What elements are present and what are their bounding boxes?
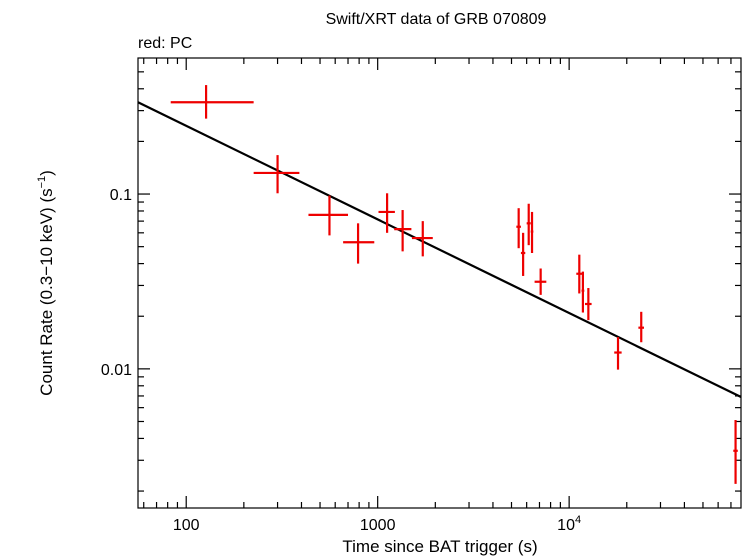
data-point (584, 288, 592, 321)
y-axis-label: Count Rate (0.3−10 keV) (s−1) (36, 170, 56, 396)
data-point (411, 221, 433, 257)
chart-subtitle: red: PC (138, 35, 192, 52)
model-line (138, 101, 741, 399)
data-point (394, 210, 412, 252)
data-point (526, 203, 531, 246)
data-point (343, 223, 375, 264)
y-tick-label: 0.1 (110, 187, 132, 204)
y-axis-label-main: Count Rate (0.3−10 keV) (s (37, 188, 56, 395)
data-point (638, 311, 644, 343)
data-point (170, 85, 254, 119)
plot-frame (137, 57, 742, 509)
y-tick-label: 0.01 (101, 362, 132, 379)
data-point (520, 232, 526, 276)
data-point (308, 195, 349, 236)
data-point (516, 208, 521, 249)
y-axis-label-close: ) (37, 170, 56, 176)
axis-ticks (138, 58, 741, 508)
data-point (576, 254, 583, 294)
data-point (581, 271, 585, 313)
data-layer (170, 85, 738, 484)
axis-tick-labels: 100 1000 104 0.1 0.01 (101, 187, 581, 534)
x-tick-label: 100 (173, 517, 200, 534)
x-tick-label: 1000 (360, 517, 396, 534)
chart-title: Swift/XRT data of GRB 070809 (326, 11, 547, 28)
data-point (253, 155, 300, 194)
data-point (733, 419, 738, 484)
data-point (530, 211, 534, 253)
x-axis-label: Time since BAT trigger (s) (342, 537, 537, 556)
data-point (378, 193, 395, 233)
data-point (614, 337, 622, 370)
model-layer (138, 101, 741, 399)
x-tick-label: 104 (557, 514, 581, 534)
data-point (534, 268, 547, 295)
y-axis-label-sup: −1 (36, 176, 48, 189)
